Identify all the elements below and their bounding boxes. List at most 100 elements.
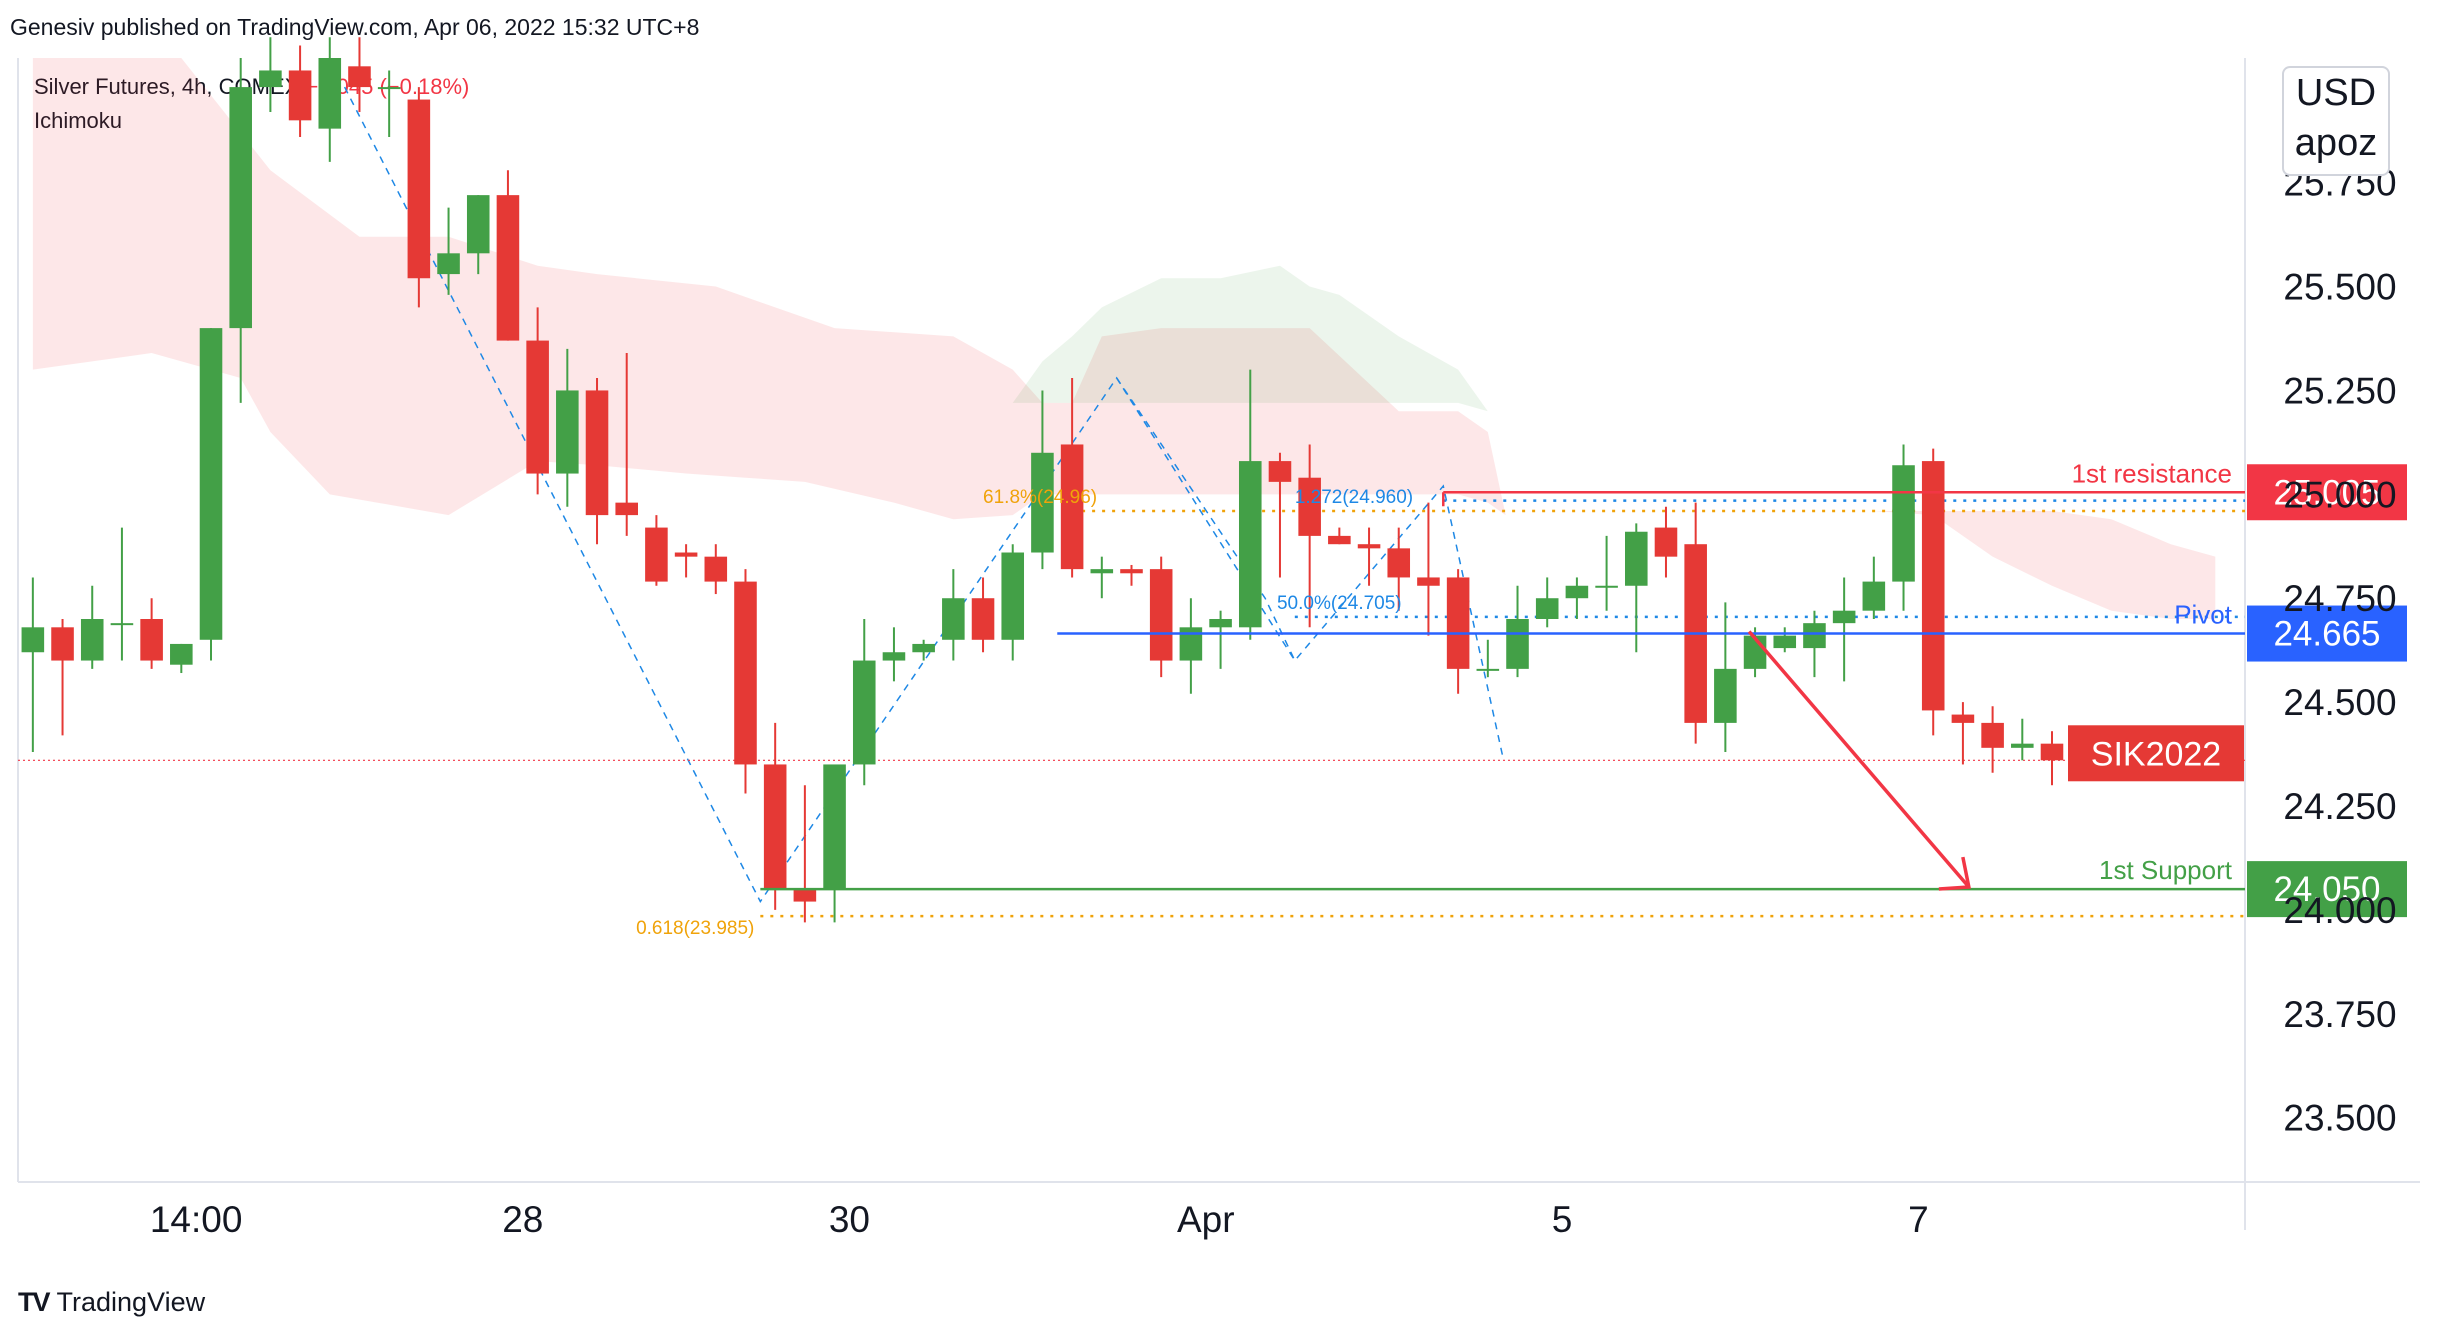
candle-body: [793, 889, 817, 902]
candle-body: [1773, 635, 1797, 649]
candle-body: [51, 627, 74, 661]
candle-body: [763, 764, 787, 890]
y-tick-label: 25.500: [2283, 267, 2396, 308]
candle: [1535, 577, 1559, 628]
candle: [1149, 556, 1173, 678]
candle: [1060, 377, 1084, 578]
candle-body: [1981, 722, 2004, 748]
candle: [1981, 706, 2004, 773]
candle-body: [1476, 668, 1500, 671]
candle-body: [1417, 577, 1440, 586]
candle-body: [318, 58, 342, 129]
y-tick-label: 24.000: [2283, 890, 2396, 931]
candle: [377, 70, 401, 137]
candle: [1476, 639, 1500, 678]
candle: [793, 785, 817, 923]
candle: [1595, 535, 1618, 611]
candle: [80, 585, 104, 669]
candle-body: [1832, 610, 1856, 624]
fib-label: 61.8%(24.96): [983, 487, 1097, 508]
candle: [1951, 702, 1975, 765]
candle: [1417, 502, 1440, 636]
candle: [1565, 577, 1589, 619]
candle-body: [1031, 452, 1054, 553]
candle: [1714, 602, 1737, 752]
candle: [288, 45, 312, 137]
candle: [229, 58, 252, 403]
candle-body: [1268, 461, 1292, 482]
level-price-label: 24.665: [2273, 615, 2380, 654]
candle-body: [852, 660, 876, 765]
candle: [526, 307, 549, 495]
publish-header: Genesiv published on TradingView.com, Ap…: [10, 14, 700, 40]
candle-body: [971, 598, 995, 640]
candle-body: [80, 619, 104, 661]
candle-body: [377, 87, 401, 90]
candle-body: [1090, 569, 1114, 574]
candle: [704, 544, 728, 595]
candle-body: [259, 70, 282, 88]
candle-body: [556, 390, 579, 474]
y-tick-label: 25.000: [2283, 474, 2396, 515]
candle-body: [348, 66, 371, 88]
candle-body: [1862, 581, 1886, 611]
candle: [1921, 448, 1945, 736]
candle: [1031, 390, 1054, 570]
tradingview-logo-icon: TV: [18, 1287, 50, 1317]
candle-body: [734, 581, 757, 765]
candle-body: [1921, 461, 1945, 711]
candle: [1328, 527, 1351, 545]
candle-body: [229, 87, 252, 329]
candle: [1446, 569, 1470, 694]
candle: [585, 377, 609, 545]
candle-body: [912, 643, 935, 653]
candle: [110, 527, 134, 661]
candle: [1298, 444, 1321, 628]
currency-label: USD: [2295, 72, 2377, 114]
currency-unit-selector[interactable]: USD apoz: [2282, 66, 2390, 176]
candle: [1803, 610, 1826, 678]
y-tick-label: 24.750: [2283, 578, 2396, 619]
candle: [1625, 523, 1648, 653]
candle-body: [704, 556, 728, 582]
candle-body: [170, 643, 193, 665]
candle-body: [1506, 619, 1529, 669]
candle-body: [288, 70, 312, 121]
candle: [674, 544, 698, 578]
projection-arrow: [1747, 630, 1971, 889]
ichimoku-cloud-bullish: [1012, 265, 1488, 412]
candle: [199, 328, 223, 661]
x-tick-label: 5: [1552, 1199, 1573, 1240]
candle: [1357, 527, 1381, 586]
candle-body: [140, 619, 163, 661]
candle-body: [1535, 598, 1559, 619]
candle: [912, 639, 935, 661]
candle-body: [1951, 714, 1975, 723]
candle-body: [1149, 569, 1173, 661]
candle-body: [1595, 585, 1618, 588]
candle-body: [882, 652, 906, 661]
candle-body: [1328, 535, 1351, 545]
candle-body: [1357, 544, 1381, 549]
candle: [407, 87, 431, 308]
x-tick-label: 30: [829, 1199, 870, 1240]
candle-body: [1001, 552, 1025, 640]
candle: [971, 577, 995, 653]
candle-body: [1565, 585, 1589, 599]
candle: [556, 348, 579, 507]
candle: [763, 722, 787, 910]
x-tick-label: Apr: [1177, 1199, 1235, 1240]
candle-body: [466, 195, 490, 254]
candle: [734, 569, 757, 794]
level-price-tag: [2247, 861, 2407, 918]
candle: [318, 37, 342, 162]
harmonic-pattern-leg: [1116, 377, 1296, 661]
legend-indicator[interactable]: Ichimoku: [34, 104, 469, 138]
candle-body: [407, 99, 431, 279]
candle: [437, 207, 460, 295]
candle: [942, 569, 965, 661]
fib-label: 1.272(24.960): [1295, 487, 1413, 508]
candle: [496, 170, 520, 341]
candle-body: [585, 390, 609, 516]
